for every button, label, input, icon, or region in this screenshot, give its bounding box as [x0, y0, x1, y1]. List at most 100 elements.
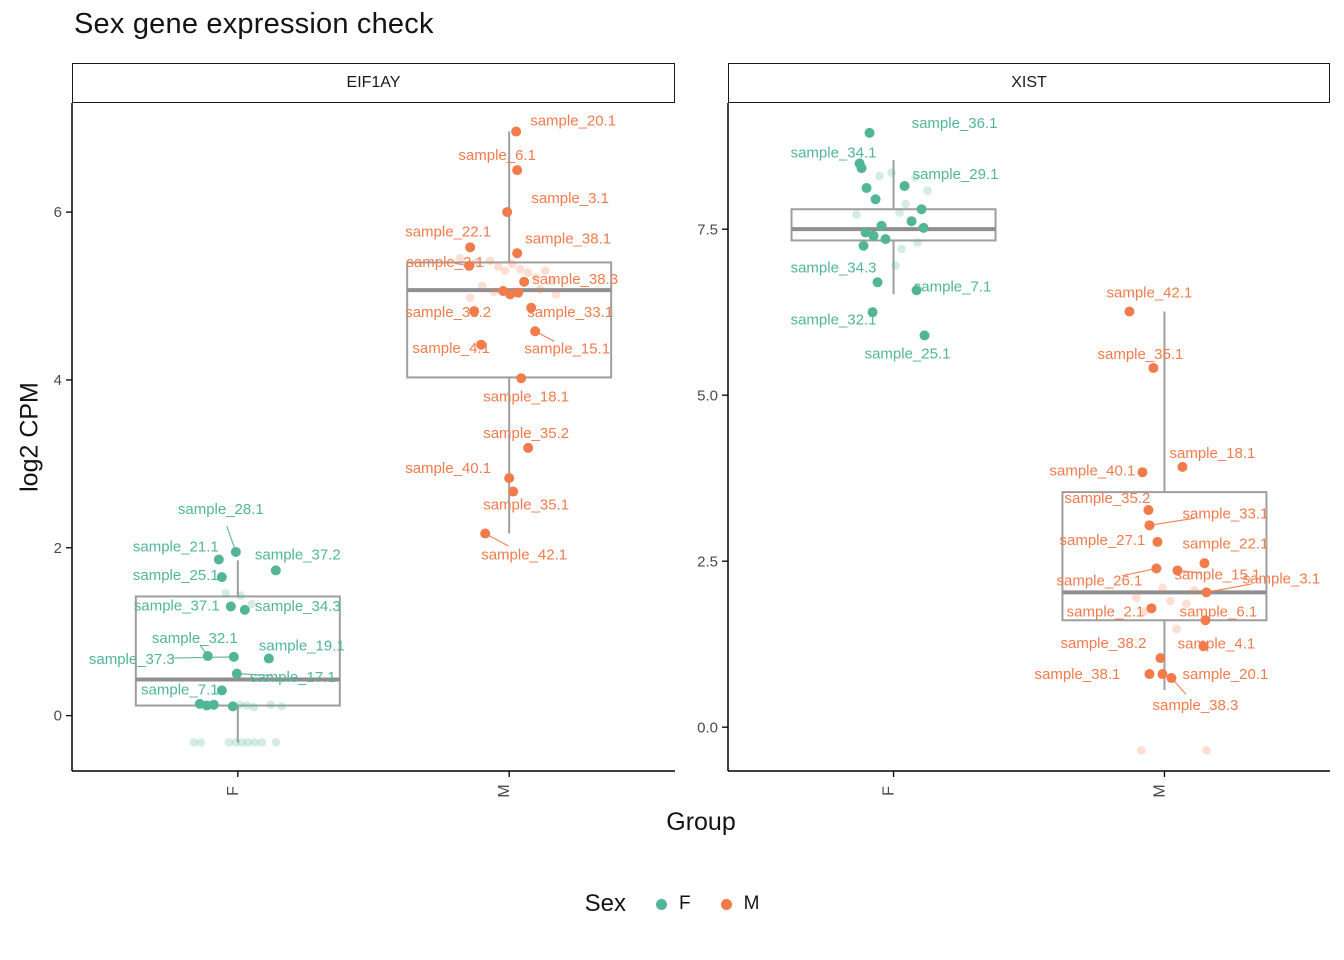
point-label: sample_20.1	[530, 113, 616, 130]
legend-dot-m-icon	[720, 898, 732, 910]
data-point	[502, 207, 513, 218]
data-point-faded	[1166, 596, 1175, 606]
data-point	[530, 326, 541, 337]
data-point	[526, 302, 537, 313]
y-tick-label: 4	[54, 372, 62, 389]
data-point	[1198, 641, 1209, 652]
data-point-faded	[208, 699, 219, 710]
data-point	[511, 126, 522, 137]
point-label: sample_40.1	[405, 460, 491, 477]
point-label: sample_7.1	[914, 278, 992, 295]
data-point-faded	[249, 702, 259, 712]
legend-item-m: M	[720, 893, 760, 915]
y-tick-label: 2	[54, 540, 62, 557]
data-point-faded	[1202, 746, 1211, 755]
legend-label-m: M	[743, 893, 760, 914]
data-point	[512, 248, 523, 259]
point-label: sample_18.1	[1169, 445, 1255, 462]
point-label: sample_38.2	[405, 304, 491, 321]
data-point	[1148, 362, 1159, 373]
data-point-faded	[551, 290, 561, 299]
data-point-faded	[1190, 586, 1199, 595]
point-label: sample_15.1	[1174, 567, 1260, 584]
point-label: sample_35.1	[483, 497, 569, 514]
facet-strip-label: XIST	[1011, 74, 1047, 91]
data-point	[216, 572, 227, 583]
point-label: sample_20.1	[1182, 666, 1268, 683]
data-point	[231, 668, 242, 679]
point-label: sample_2.1	[1067, 603, 1145, 620]
point-label: sample_4.1	[412, 340, 490, 357]
data-point-faded	[875, 171, 884, 181]
point-label: sample_37.1	[134, 598, 220, 615]
data-point	[1200, 615, 1211, 626]
data-point-faded	[906, 216, 917, 227]
plot-title: Sex gene expression check	[74, 8, 434, 40]
point-label: sample_28.1	[178, 501, 264, 518]
data-point-faded	[196, 738, 206, 747]
data-point-faded	[916, 204, 927, 215]
point-label: sample_32.1	[152, 630, 238, 647]
data-point	[1155, 653, 1166, 664]
point-label: sample_34.3	[791, 259, 877, 276]
point-label: sample_22.1	[405, 223, 491, 240]
data-point	[202, 651, 213, 662]
data-point-faded	[860, 227, 871, 238]
data-point	[230, 546, 241, 557]
data-point-faded	[505, 289, 516, 300]
point-label: sample_27.1	[1059, 532, 1145, 549]
point-label: sample_2.1	[406, 254, 484, 271]
point-label: sample_38.1	[525, 230, 611, 247]
data-point-faded	[852, 210, 861, 219]
data-point-faded	[891, 261, 900, 270]
point-label: sample_19.1	[259, 638, 345, 655]
y-tick-label: 6	[54, 204, 62, 221]
point-label: sample_4.1	[1178, 635, 1256, 652]
data-point	[464, 260, 475, 271]
data-point-faded	[236, 591, 246, 600]
data-point	[867, 307, 878, 318]
data-point	[1144, 520, 1155, 531]
data-point	[1137, 467, 1148, 478]
data-point-faded	[523, 268, 533, 277]
data-point	[1152, 536, 1163, 547]
data-point	[899, 181, 910, 192]
point-label: sample_42.1	[1106, 285, 1192, 302]
data-point-faded	[535, 285, 545, 294]
data-point	[919, 330, 930, 341]
data-point	[516, 373, 527, 384]
data-point	[1124, 306, 1135, 317]
data-point-faded	[227, 701, 238, 712]
data-point-faded	[489, 287, 499, 297]
data-point	[1146, 603, 1157, 614]
data-point	[228, 651, 239, 662]
data-point-faded	[911, 173, 920, 182]
data-point	[872, 277, 883, 288]
data-point-faded	[856, 163, 867, 174]
point-label: sample_3.1	[1243, 570, 1321, 587]
data-point-faded	[923, 186, 932, 195]
data-point-faded	[531, 273, 541, 282]
label-leader-line	[1149, 517, 1196, 526]
boxplot-box	[1061, 491, 1268, 622]
data-point-faded	[242, 701, 252, 710]
data-point-faded	[1158, 583, 1167, 593]
label-leader-line	[1122, 567, 1157, 577]
y-tick-label: 5.0	[697, 387, 718, 404]
point-label: sample_35.1	[1097, 346, 1183, 363]
data-point-faded	[876, 220, 887, 231]
data-point-faded	[868, 230, 879, 241]
data-point-faded	[471, 258, 481, 267]
boxplot-box	[406, 261, 613, 379]
y-tick-label: 0.0	[697, 719, 718, 736]
point-label: sample_15.1	[524, 340, 610, 357]
label-leader-line	[236, 673, 271, 677]
data-point	[476, 339, 487, 350]
data-point	[1157, 669, 1168, 680]
data-point-faded	[547, 276, 557, 286]
data-point-faded	[231, 738, 241, 747]
boxplot-box	[134, 595, 341, 707]
